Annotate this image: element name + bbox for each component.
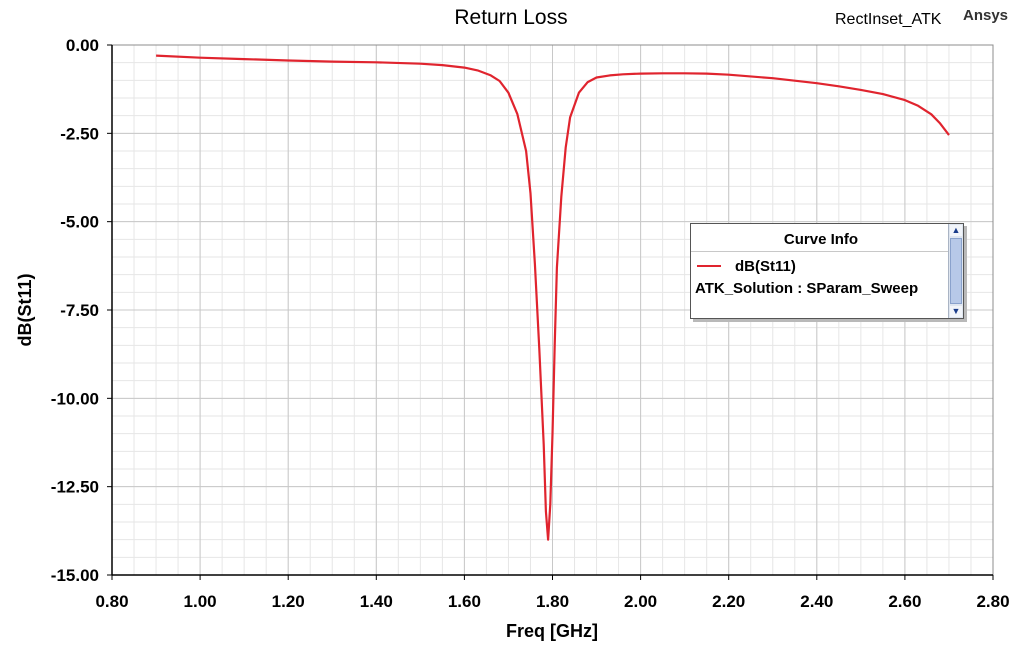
x-tick-label: 2.20 [712, 592, 745, 611]
design-name: RectInset_ATK [835, 11, 942, 28]
x-tick-label: 2.60 [888, 592, 921, 611]
y-tick-label: -2.50 [60, 124, 99, 143]
x-tick-label: 1.40 [360, 592, 393, 611]
x-tick-label: 0.80 [95, 592, 128, 611]
x-tick-label: 2.40 [800, 592, 833, 611]
scroll-thumb[interactable] [950, 238, 962, 304]
x-tick-label: 1.60 [448, 592, 481, 611]
scroll-up-icon[interactable]: ▲ [950, 225, 962, 236]
chart-title: Return Loss [454, 6, 568, 29]
legend-divider [691, 251, 951, 252]
y-tick-label: -7.50 [60, 301, 99, 320]
x-tick-label: 2.00 [624, 592, 657, 611]
x-tick-label: 2.80 [976, 592, 1009, 611]
x-axis-label: Freq [GHz] [506, 621, 598, 641]
y-tick-label: -10.00 [51, 389, 99, 408]
x-tick-label: 1.80 [536, 592, 569, 611]
x-tick-label: 1.20 [272, 592, 305, 611]
scroll-down-icon[interactable]: ▼ [950, 306, 962, 317]
y-tick-label: -15.00 [51, 566, 99, 585]
series-line-dB-St11 [156, 54, 950, 541]
y-tick-label: -12.50 [51, 478, 99, 497]
y-axis-label: dB(St11) [15, 273, 35, 346]
legend-title: Curve Info [783, 231, 859, 248]
brand-logo: Ansys [963, 7, 1009, 24]
legend-solution-label: ATK_Solution : SParam_Sweep [695, 280, 919, 297]
x-tick-label: 1.00 [184, 592, 217, 611]
curve-info-legend[interactable]: Curve Info dB(St11) ATK_Solution : SPara… [690, 223, 964, 319]
legend-series-label: dB(St11) [735, 258, 796, 275]
y-tick-label: -5.00 [60, 213, 99, 232]
legend-line-swatch [697, 265, 721, 267]
y-tick-label: 0.00 [66, 36, 99, 55]
legend-scrollbar[interactable]: ▲ ▼ [948, 224, 963, 318]
